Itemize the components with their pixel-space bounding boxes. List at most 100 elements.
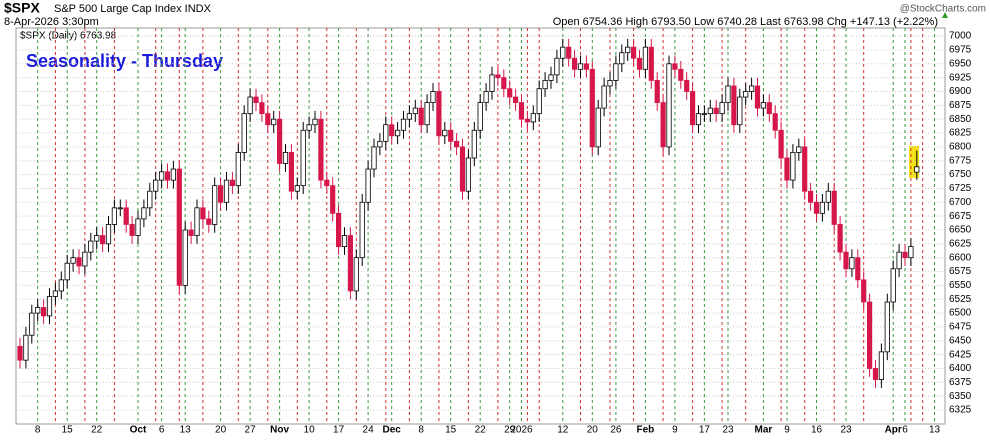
candle-body bbox=[713, 107, 719, 115]
candle-body bbox=[878, 351, 885, 380]
y-tick-label: 6925 bbox=[949, 72, 972, 83]
x-tick-label: 15 bbox=[445, 425, 457, 436]
candle-body bbox=[271, 118, 277, 126]
credit: @StockCharts.com bbox=[900, 4, 986, 15]
y-tick-label: 6400 bbox=[949, 363, 972, 374]
candle-body bbox=[566, 46, 572, 59]
candle-body bbox=[135, 218, 141, 236]
x-tick-label: 20 bbox=[587, 425, 599, 436]
candle-body bbox=[471, 129, 477, 159]
x-tick-label: 10 bbox=[304, 425, 316, 436]
candle-body bbox=[766, 102, 772, 115]
candle-body bbox=[371, 146, 377, 170]
candle-body bbox=[802, 146, 808, 192]
candle-body bbox=[206, 218, 212, 225]
candle-body bbox=[17, 345, 23, 361]
y-tick-label: 6500 bbox=[949, 308, 972, 319]
candle-body bbox=[518, 102, 525, 120]
y-tick-label: 6750 bbox=[949, 169, 972, 180]
x-tick-label: 16 bbox=[811, 425, 823, 436]
candle-body bbox=[259, 102, 265, 115]
candle-body bbox=[188, 229, 194, 236]
candle-body bbox=[477, 102, 483, 131]
candle-body bbox=[808, 190, 814, 203]
x-tick-label: 23 bbox=[840, 425, 852, 436]
candle-body bbox=[843, 251, 849, 270]
x-tick-label: 29 bbox=[504, 425, 516, 436]
candle-body bbox=[631, 46, 637, 59]
datetime: 8-Apr-2026 3:30pm bbox=[4, 16, 99, 28]
candle-body bbox=[908, 246, 914, 259]
candle-body bbox=[123, 207, 129, 225]
candle-body bbox=[241, 113, 247, 153]
candle-body bbox=[660, 102, 666, 148]
y-tick-label: 6950 bbox=[949, 58, 972, 69]
candle-body bbox=[513, 96, 519, 103]
candle-body bbox=[424, 102, 430, 126]
candle-body bbox=[619, 52, 625, 65]
y-tick-label: 6425 bbox=[949, 349, 972, 360]
candle-body bbox=[347, 235, 354, 292]
candle-body bbox=[896, 251, 902, 270]
candle-body bbox=[200, 207, 206, 220]
x-tick-label: 6 bbox=[902, 425, 908, 436]
candle-body bbox=[400, 118, 407, 131]
candle-body bbox=[678, 68, 684, 81]
candle-body bbox=[389, 124, 395, 137]
candle-body bbox=[813, 201, 820, 214]
candle-body bbox=[754, 85, 761, 109]
symbol: $SPX bbox=[4, 0, 40, 16]
candle-body bbox=[636, 57, 643, 70]
candle-body bbox=[46, 296, 53, 317]
x-tick-label: 20 bbox=[215, 425, 227, 436]
y-tick-label: 6550 bbox=[949, 280, 972, 291]
candle-body bbox=[902, 251, 908, 259]
candle-body bbox=[194, 207, 200, 236]
candle-body bbox=[105, 224, 112, 245]
x-tick-label: 2026 bbox=[510, 425, 533, 436]
y-tick-label: 7000 bbox=[949, 31, 972, 42]
candle-body bbox=[607, 80, 613, 87]
candle-body bbox=[577, 63, 584, 70]
candle-body bbox=[542, 80, 548, 90]
x-tick-label: 15 bbox=[62, 425, 74, 436]
candle-body bbox=[890, 268, 896, 303]
y-tick-label: 6575 bbox=[949, 266, 972, 277]
candle-body bbox=[153, 179, 159, 192]
candle-body bbox=[861, 279, 867, 303]
y-tick-label: 6825 bbox=[949, 128, 972, 139]
candle-body bbox=[353, 257, 359, 292]
candle-body bbox=[666, 63, 672, 148]
y-tick-label: 6375 bbox=[949, 377, 972, 388]
candle-body bbox=[524, 118, 531, 123]
x-tick-label: 22 bbox=[475, 425, 487, 436]
candle-body bbox=[182, 229, 188, 286]
candle-body bbox=[117, 207, 123, 210]
candle-body bbox=[88, 240, 94, 253]
candle-body bbox=[483, 91, 489, 103]
candle-body bbox=[288, 152, 295, 192]
annotation: Seasonality - Thursday bbox=[26, 51, 223, 71]
candle-body bbox=[365, 168, 371, 203]
candle-body bbox=[548, 74, 554, 81]
candle-body bbox=[212, 185, 218, 225]
candle-body bbox=[589, 68, 595, 148]
candle-body bbox=[831, 190, 837, 225]
x-tick-label: 8 bbox=[418, 425, 424, 436]
candle-body bbox=[265, 113, 271, 126]
x-tick-label: 26 bbox=[610, 425, 622, 436]
index-name: S&P 500 Large Cap Index INDX bbox=[54, 3, 212, 15]
candle-body bbox=[837, 224, 843, 253]
y-tick-label: 6600 bbox=[949, 252, 972, 263]
candle-body bbox=[583, 63, 590, 70]
candle-body bbox=[330, 185, 336, 214]
candle-body bbox=[100, 235, 106, 245]
x-tick-label: Feb bbox=[637, 425, 655, 436]
candle-body bbox=[430, 91, 436, 103]
candle-body bbox=[743, 91, 749, 98]
candle-body bbox=[654, 80, 660, 103]
candle-body bbox=[76, 257, 82, 267]
candle-body bbox=[495, 74, 501, 79]
candle-body bbox=[760, 102, 767, 109]
